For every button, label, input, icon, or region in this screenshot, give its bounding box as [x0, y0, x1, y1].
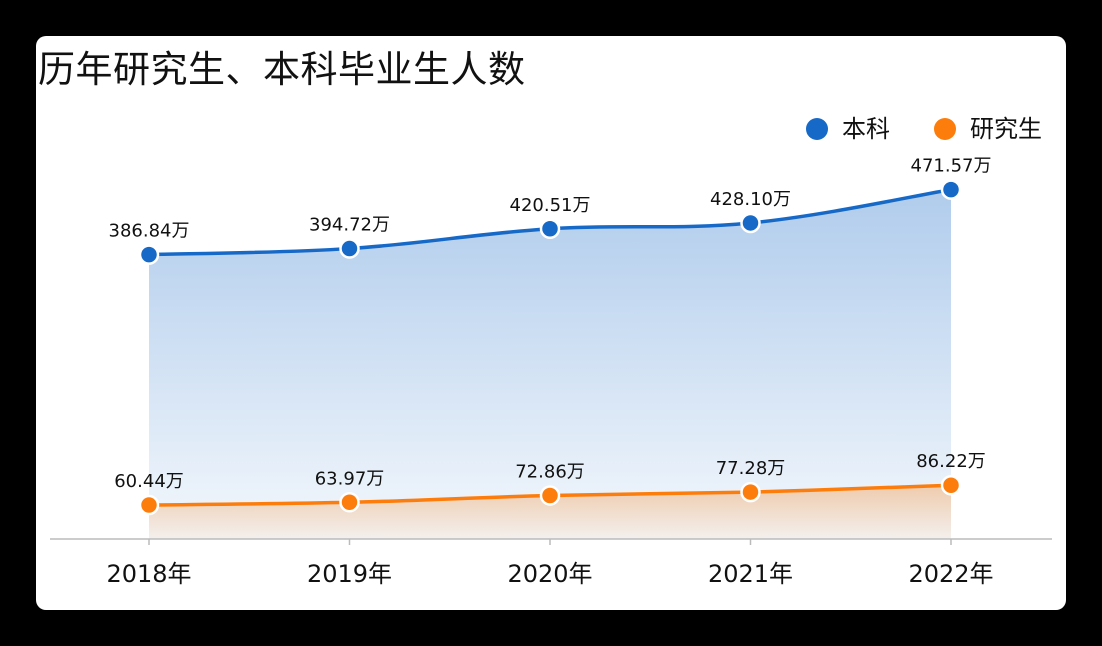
point-postgrad-0[interactable]: [138, 494, 160, 516]
point-undergrad-0[interactable]: [138, 244, 160, 265]
value-label-undergrad-1: 394.72万: [309, 215, 390, 236]
point-postgrad-1[interactable]: [339, 492, 360, 513]
value-label-postgrad-1: 63.97万: [315, 468, 385, 489]
x-tick-label-2: 2020年: [507, 560, 592, 588]
area-undergrad: [149, 189, 951, 540]
point-postgrad-3[interactable]: [740, 481, 761, 503]
point-postgrad-4[interactable]: [940, 474, 962, 496]
value-label-postgrad-3: 77.28万: [716, 458, 786, 479]
legend-dot-undergrad-icon: [806, 118, 828, 140]
value-label-undergrad-4: 471.57万: [911, 156, 992, 177]
chart-card: 历年研究生、本科毕业生人数 本科 研究生 2018年 2019年 2020年 2021…: [36, 36, 1066, 610]
x-tick-label-0: 2018年: [106, 560, 191, 588]
legend: 本科 研究生: [806, 114, 1042, 144]
value-label-undergrad-0: 386.84万: [109, 221, 190, 242]
x-tick-label-4: 2022年: [908, 560, 993, 588]
legend-dot-postgrad-icon: [934, 118, 956, 140]
point-undergrad-1[interactable]: [339, 238, 360, 259]
point-postgrad-2[interactable]: [539, 485, 561, 506]
point-undergrad-4[interactable]: [940, 179, 962, 200]
x-tick-label-3: 2021年: [708, 560, 793, 588]
legend-item-undergrad[interactable]: 本科: [806, 114, 890, 144]
value-label-postgrad-0: 60.44万: [114, 471, 184, 492]
chart-title: 历年研究生、本科毕业生人数: [38, 48, 526, 91]
legend-item-postgrad[interactable]: 研究生: [934, 114, 1042, 144]
legend-label-undergrad: 本科: [842, 115, 890, 143]
point-undergrad-2[interactable]: [539, 218, 561, 240]
x-tick-label-1: 2019年: [307, 560, 392, 588]
value-label-postgrad-4: 86.22万: [916, 451, 986, 472]
value-label-postgrad-2: 72.86万: [515, 461, 585, 482]
legend-label-postgrad: 研究生: [970, 115, 1042, 143]
value-label-undergrad-2: 420.51万: [510, 195, 591, 216]
value-label-undergrad-3: 428.10万: [710, 189, 791, 210]
chart-plot: 2018年 2019年 2020年 2021年 2022年 386.84万 394.72万…: [50, 156, 1052, 588]
point-undergrad-3[interactable]: [740, 212, 761, 234]
